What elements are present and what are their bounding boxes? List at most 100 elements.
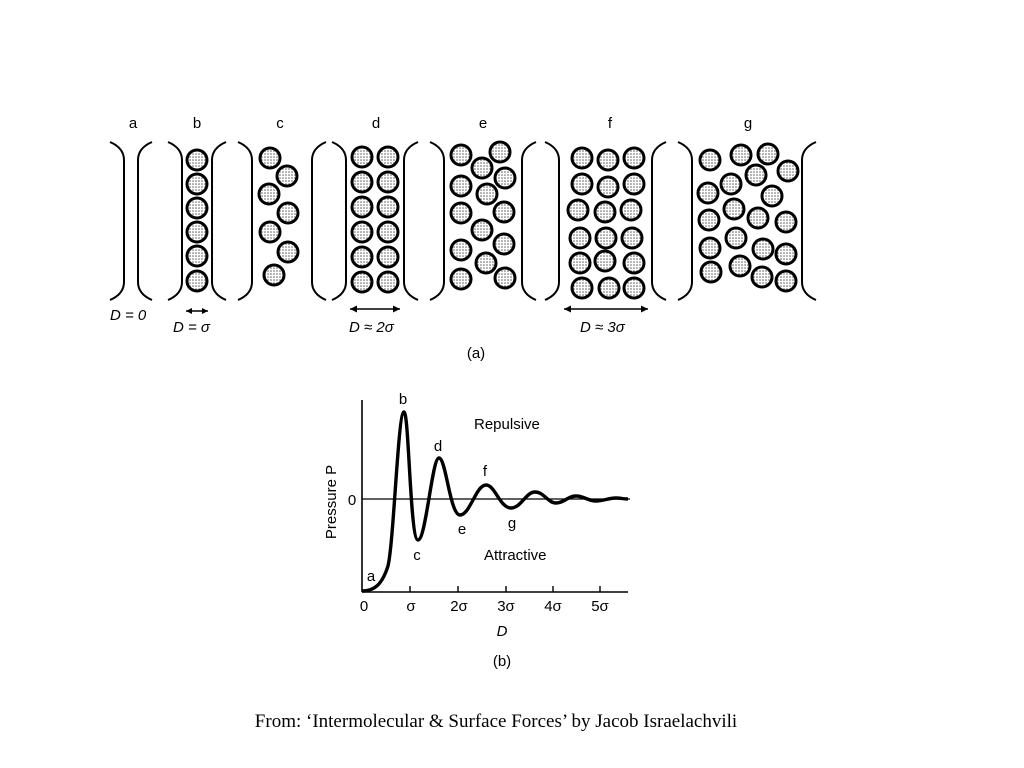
molecule	[622, 276, 646, 300]
molecule	[449, 238, 473, 262]
molecule	[470, 156, 494, 180]
molecule	[719, 172, 743, 196]
x-tick-label: 0	[360, 598, 368, 615]
column-label-a: a	[129, 115, 138, 132]
wall-g-left	[677, 141, 693, 301]
molecule	[760, 184, 784, 208]
molecule	[350, 170, 374, 194]
x-tick-label: 5σ	[591, 598, 609, 615]
column-label-e: e	[479, 115, 487, 132]
molecule	[492, 232, 516, 256]
separation-label-b: D = σ	[173, 319, 211, 336]
molecule	[620, 226, 644, 250]
molecule	[750, 265, 774, 289]
molecule	[492, 200, 516, 224]
wall-f-right	[651, 141, 667, 301]
molecule	[185, 148, 209, 172]
molecule	[570, 276, 594, 300]
molecule	[728, 254, 752, 278]
molecule	[698, 236, 722, 260]
separation-label-f: D ≈ 3σ	[580, 319, 626, 336]
molecule	[376, 145, 400, 169]
molecule	[699, 260, 723, 284]
molecules-e	[449, 140, 517, 291]
molecule	[475, 182, 499, 206]
pressure-curve	[361, 410, 629, 593]
y-zero-label: 0	[348, 492, 356, 509]
molecule	[746, 206, 770, 230]
molecule	[593, 200, 617, 224]
column-label-b: b	[193, 115, 201, 132]
separation-arrow-d	[350, 305, 400, 313]
curve-point-label-b: b	[399, 391, 407, 408]
molecule	[596, 175, 620, 199]
molecule	[376, 220, 400, 244]
molecule	[258, 146, 282, 170]
molecule	[568, 251, 592, 275]
wall-d-left	[331, 141, 347, 301]
molecule	[376, 245, 400, 269]
molecule	[774, 242, 798, 266]
molecule	[488, 140, 512, 164]
x-tick-label: 3σ	[497, 598, 515, 615]
molecule	[593, 249, 617, 273]
wall-b-left	[167, 141, 183, 301]
molecule	[724, 226, 748, 250]
wall-e-right	[521, 141, 537, 301]
molecule	[276, 240, 300, 264]
molecule	[622, 146, 646, 170]
curve-point-label-g: g	[508, 515, 516, 532]
molecule	[262, 263, 286, 287]
panel-b: 0 σ 2σ 3σ 4σ 5σ D 0 Pressure P a b c d e…	[323, 391, 630, 670]
molecule	[729, 143, 753, 167]
surface-walls	[109, 141, 817, 301]
column-label-g: g	[744, 115, 752, 132]
molecule	[185, 196, 209, 220]
curve-point-label-d: d	[434, 438, 442, 455]
column-label-f: f	[608, 115, 613, 132]
molecules-g	[696, 142, 800, 293]
attractive-label: Attractive	[484, 547, 547, 564]
x-tick-label: σ	[406, 598, 416, 615]
molecule	[470, 218, 494, 242]
molecule	[696, 181, 720, 205]
molecule	[275, 164, 299, 188]
separation-label-a: D = 0	[110, 307, 147, 324]
molecule	[722, 197, 746, 221]
molecule	[493, 166, 517, 190]
molecule	[350, 145, 374, 169]
molecule	[350, 270, 374, 294]
molecule	[185, 172, 209, 196]
wall-c-left	[237, 141, 253, 301]
molecules-c	[257, 146, 300, 287]
molecule	[185, 244, 209, 268]
molecule	[185, 269, 209, 293]
molecule	[376, 195, 400, 219]
separation-arrow-f	[564, 305, 648, 313]
panel-b-caption: (b)	[493, 653, 511, 670]
molecule	[622, 251, 646, 275]
molecule	[756, 142, 780, 166]
panel-a: a b c d e f g	[109, 115, 817, 362]
molecule	[596, 148, 620, 172]
wall-b-right	[211, 141, 227, 301]
molecule	[493, 266, 517, 290]
molecule	[568, 226, 592, 250]
wall-a-right	[137, 141, 153, 301]
molecule	[698, 148, 722, 172]
molecules-d	[350, 145, 400, 294]
separation-arrow-b	[186, 308, 208, 314]
molecule	[751, 237, 775, 261]
molecule	[350, 195, 374, 219]
molecule	[350, 220, 374, 244]
wall-a-left	[109, 141, 125, 301]
wall-e-left	[429, 141, 445, 301]
curve-point-label-f: f	[483, 463, 488, 480]
molecule	[619, 198, 643, 222]
molecule	[257, 182, 281, 206]
molecule	[597, 276, 621, 300]
molecule	[774, 210, 798, 234]
molecule	[376, 170, 400, 194]
molecule	[566, 198, 590, 222]
